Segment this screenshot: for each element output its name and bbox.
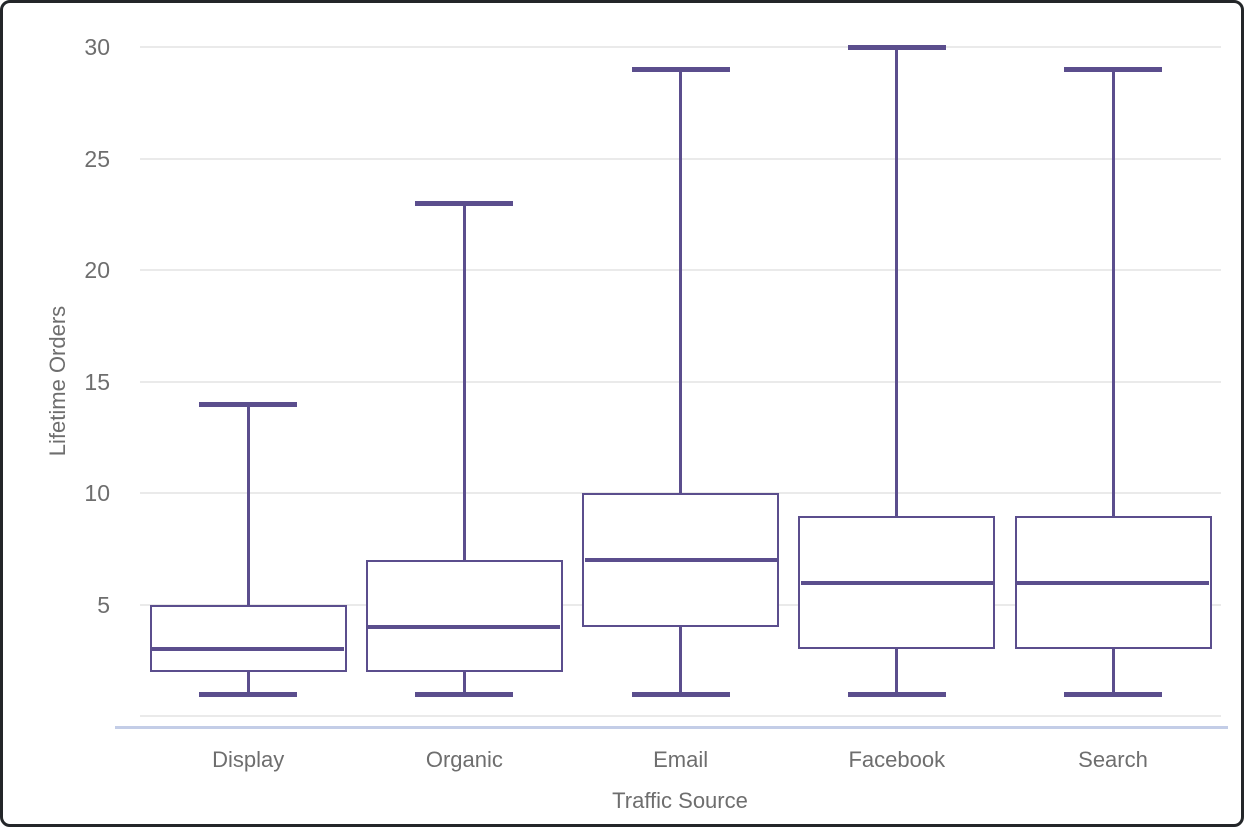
y-tick-label-30: 30: [84, 34, 110, 61]
y-tick-label-15: 15: [84, 368, 110, 395]
x-category-label-search: Search: [1078, 747, 1148, 772]
x-axis-line: [115, 725, 1228, 729]
whisker-cap-min-facebook[interactable]: [847, 691, 946, 697]
whisker-cap-max-search[interactable]: [1064, 67, 1162, 73]
median-line-facebook[interactable]: [800, 580, 993, 585]
whisker-upper-facebook[interactable]: [895, 47, 899, 516]
x-category-label-display: Display: [212, 747, 285, 772]
whisker-cap-min-display[interactable]: [199, 691, 298, 697]
whisker-lower-organic[interactable]: [462, 671, 466, 694]
median-line-display[interactable]: [152, 647, 345, 652]
gridline-y-30: [140, 46, 1221, 49]
whisker-lower-facebook[interactable]: [895, 649, 899, 694]
whisker-cap-max-email[interactable]: [631, 67, 730, 73]
box-display[interactable]: [149, 604, 347, 672]
whisker-cap-min-organic[interactable]: [415, 691, 514, 697]
whisker-cap-max-organic[interactable]: [415, 200, 514, 206]
y-tick-label-25: 25: [84, 145, 110, 172]
whisker-lower-email[interactable]: [679, 627, 683, 694]
y-tick-label-20: 20: [84, 257, 110, 284]
gridline-y-0: [140, 715, 1221, 718]
whisker-cap-max-display[interactable]: [199, 401, 298, 407]
boxplot-chart: 5 10 15 20 25 30 Display Organic Email Facebook S…: [3, 3, 1241, 824]
median-line-search[interactable]: [1017, 580, 1209, 585]
x-axis-title: Traffic Source: [612, 788, 748, 813]
whisker-cap-min-email[interactable]: [631, 691, 730, 697]
median-line-email[interactable]: [584, 558, 777, 563]
whisker-upper-organic[interactable]: [462, 203, 466, 561]
median-line-organic[interactable]: [368, 625, 561, 630]
y-axis-title: Lifetime Orders: [45, 305, 70, 457]
x-category-label-organic: Organic: [425, 747, 503, 772]
whisker-cap-min-search[interactable]: [1064, 691, 1162, 697]
whisker-upper-email[interactable]: [679, 69, 683, 494]
y-tick-label-5: 5: [97, 591, 110, 618]
box-organic[interactable]: [365, 560, 563, 672]
x-category-label-email: Email: [653, 747, 709, 772]
whisker-cap-max-facebook[interactable]: [847, 44, 946, 50]
whisker-lower-search[interactable]: [1111, 649, 1115, 694]
x-category-label-facebook: Facebook: [848, 747, 946, 772]
whisker-lower-display[interactable]: [246, 671, 250, 694]
whisker-upper-display[interactable]: [246, 404, 250, 605]
y-tick-label-10: 10: [84, 480, 110, 507]
whisker-upper-search[interactable]: [1111, 69, 1115, 516]
